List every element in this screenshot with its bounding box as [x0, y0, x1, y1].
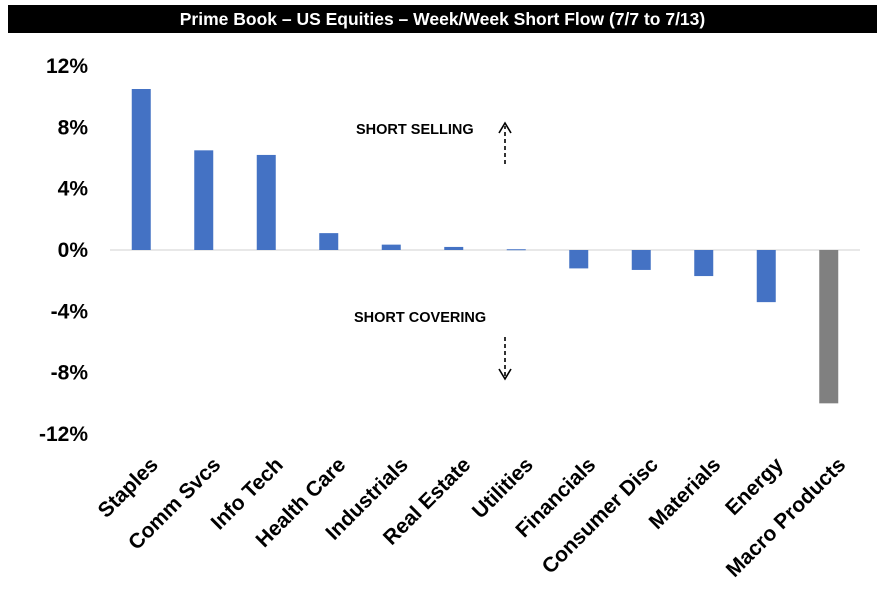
bar-health-care [319, 233, 339, 250]
bar-staples [131, 89, 151, 250]
bar-info-tech [256, 154, 276, 250]
bar-financials [569, 250, 589, 269]
bar-real-estate [444, 246, 464, 250]
y-tick-label: 0% [58, 239, 89, 262]
y-tick-label: 4% [58, 178, 89, 201]
y-tick-label: 12% [46, 55, 88, 78]
x-tick-label: Consumer Disc [538, 453, 663, 578]
annotation-short-selling: SHORT SELLING [356, 122, 474, 138]
down-arrow-icon [498, 337, 512, 381]
bar-consumer-disc [631, 250, 651, 270]
chart-title: Prime Book – US Equities – Week/Week Sho… [179, 8, 706, 29]
bar-comm-svcs [194, 150, 214, 250]
up-arrow-icon [498, 121, 512, 164]
chart-title-bar: Prime Book – US Equities – Week/Week Sho… [8, 5, 877, 33]
bar-industrials [381, 244, 401, 250]
y-tick-label: -4% [51, 300, 89, 323]
annotation-short-covering: SHORT COVERING [354, 310, 486, 326]
y-tick-label: -12% [39, 423, 88, 446]
x-tick-label: Macro Products [722, 453, 850, 581]
y-tick-label: 8% [58, 116, 89, 139]
bar-materials [694, 250, 714, 277]
bar-utilities [506, 249, 526, 251]
bar-macro-products [819, 250, 839, 404]
y-tick-label: -8% [51, 362, 89, 385]
bar-energy [756, 250, 776, 303]
